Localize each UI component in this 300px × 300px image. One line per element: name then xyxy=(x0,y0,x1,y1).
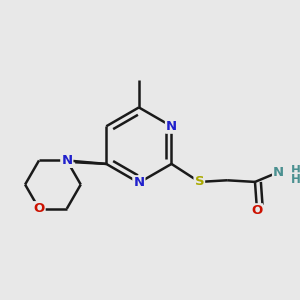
Text: N: N xyxy=(133,176,145,189)
Text: N: N xyxy=(273,166,284,178)
Text: S: S xyxy=(194,176,204,188)
Text: N: N xyxy=(166,120,177,133)
Text: O: O xyxy=(251,204,262,217)
Text: H: H xyxy=(291,164,300,177)
Text: N: N xyxy=(61,154,72,167)
Text: O: O xyxy=(33,202,45,215)
Text: H: H xyxy=(291,173,300,186)
